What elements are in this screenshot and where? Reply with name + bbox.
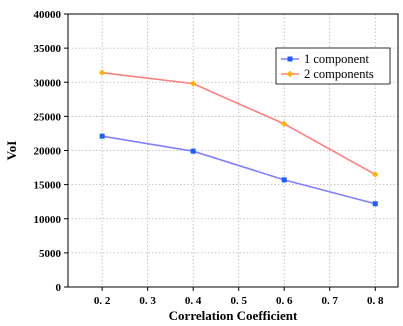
data-point	[281, 120, 288, 128]
data-point	[372, 171, 379, 178]
y-axis-title: VoI	[4, 141, 19, 161]
series-1	[99, 133, 378, 207]
y-tick-label: 5000	[39, 248, 62, 260]
data-point	[281, 177, 287, 183]
legend-item: 1 component	[281, 52, 369, 66]
x-axis-ticks: 0. 2 0. 3 0. 4 0. 5 0. 6 0. 7 0. 8	[94, 287, 384, 307]
y-tick-label: 25000	[34, 111, 62, 123]
y-tick-label: 20000	[34, 146, 62, 158]
y-axis-ticks: 0 5000 10000 15000 20000 25000 30000 35000 40000	[34, 9, 68, 294]
x-tick-label: 0. 4	[185, 295, 202, 307]
x-tick-label: 0. 6	[276, 295, 293, 307]
series-group	[98, 69, 379, 207]
data-point	[99, 133, 105, 139]
data-point	[189, 80, 197, 87]
data-point	[372, 201, 378, 207]
y-tick-label: 0	[56, 282, 62, 294]
y-tick-label: 15000	[34, 180, 62, 192]
x-tick-label: 0. 2	[94, 295, 111, 307]
series-line	[102, 135, 376, 205]
grid	[68, 14, 398, 287]
y-tick-label: 30000	[34, 77, 62, 89]
x-tick-label: 0. 3	[139, 295, 156, 307]
x-axis-title: Correlation Coefficient	[169, 308, 298, 323]
x-tick-label: 0. 8	[367, 295, 384, 307]
data-point	[190, 148, 196, 154]
y-tick-label: 10000	[34, 214, 62, 226]
legend-marker	[286, 70, 294, 78]
x-tick-label: 0. 5	[230, 295, 247, 307]
series-line	[102, 71, 376, 176]
series-2	[98, 69, 379, 178]
data-point	[98, 69, 106, 76]
legend-box	[275, 47, 391, 85]
legend-label: 2 components	[304, 67, 374, 81]
legend-item: 2 components	[281, 67, 374, 81]
y-tick-label: 40000	[34, 9, 62, 21]
legend-marker	[287, 56, 293, 62]
legend-label: 1 component	[304, 52, 369, 66]
y-tick-label: 35000	[34, 43, 62, 55]
x-tick-label: 0. 7	[321, 295, 338, 307]
